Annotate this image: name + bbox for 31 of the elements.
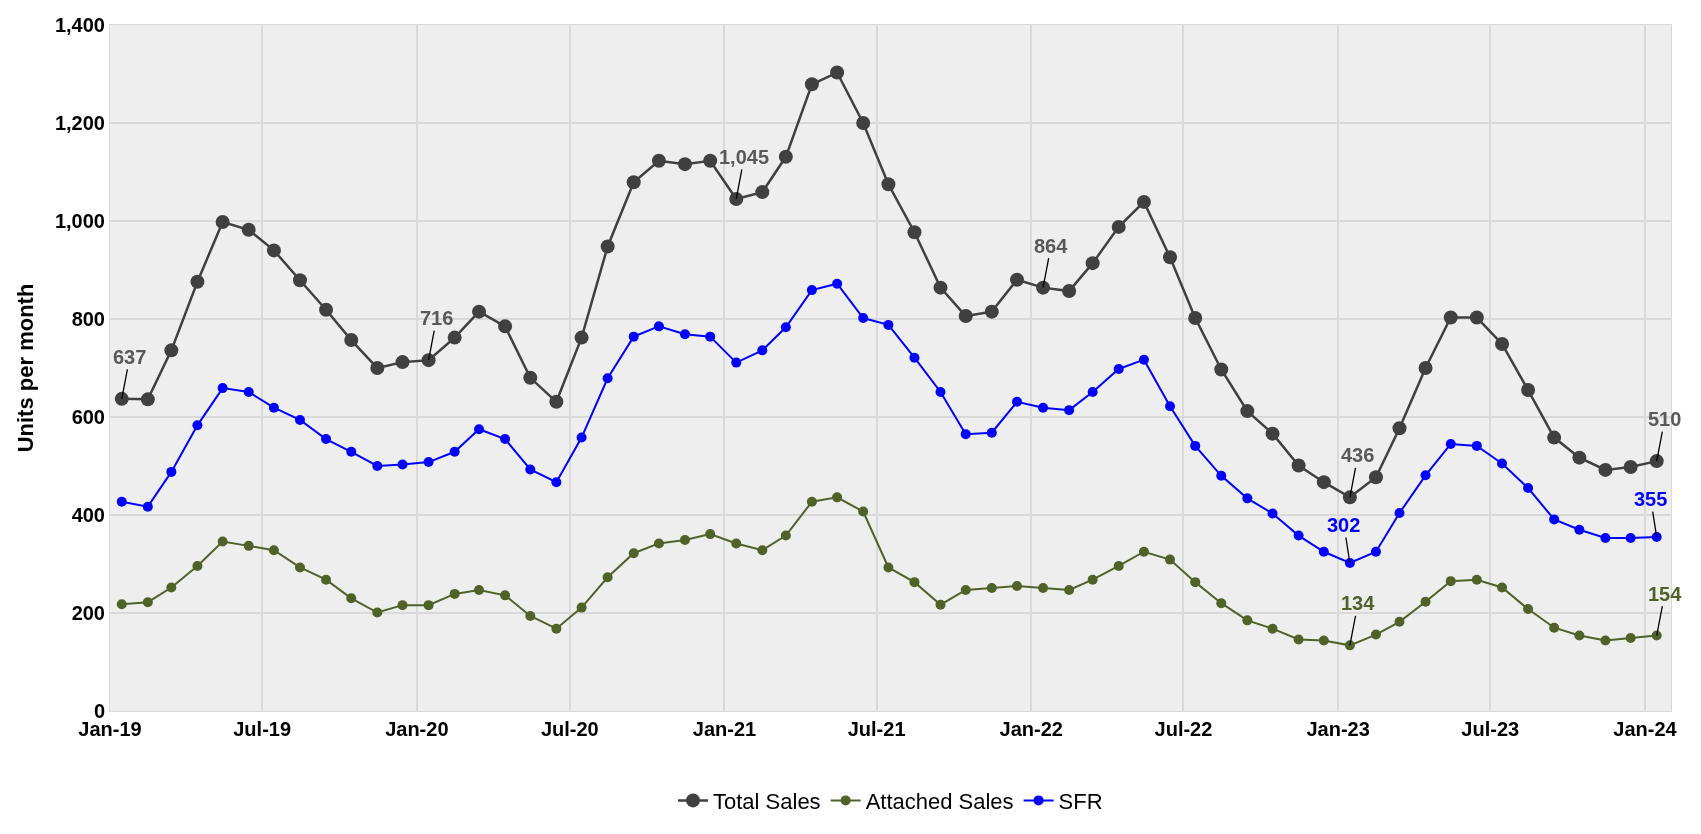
x-tick-label: Jan-24 — [1613, 718, 1678, 740]
data-label: 637 — [113, 346, 147, 368]
data-label: 436 — [1341, 444, 1375, 466]
y-tick-label: 200 — [71, 602, 105, 624]
y-tick-label: 800 — [71, 308, 105, 330]
y-tick-label: 1,200 — [54, 112, 105, 134]
data-label: 134 — [1341, 592, 1376, 614]
data-label: 864 — [1034, 235, 1069, 257]
data-label: 154 — [1648, 583, 1683, 605]
x-tick-label: Jul-21 — [847, 718, 906, 740]
y-axis-title: Units per month — [12, 283, 38, 453]
y-tick-label: 1,000 — [54, 210, 105, 232]
x-tick-label: Jan-22 — [999, 718, 1063, 740]
y-tick-label: 400 — [71, 504, 105, 526]
data-label: 302 — [1327, 514, 1361, 536]
x-tick-label: Jul-23 — [1461, 718, 1520, 740]
legend-label: SFR — [1058, 788, 1103, 814]
legend-label: Attached Sales — [865, 788, 1014, 814]
data-label: 510 — [1648, 408, 1682, 430]
x-tick-label: Jan-21 — [692, 718, 757, 740]
x-tick-label: Jul-22 — [1154, 718, 1213, 740]
data-label: 355 — [1634, 488, 1668, 510]
x-tick-label: Jul-20 — [540, 718, 599, 740]
y-tick-label: 1,400 — [54, 14, 105, 36]
data-label: 1,045 — [719, 146, 770, 168]
x-tick-label: Jul-19 — [233, 718, 292, 740]
x-tick-label: Jan-20 — [385, 718, 449, 740]
data-label: 716 — [420, 307, 454, 329]
x-tick-label: Jan-23 — [1306, 718, 1370, 740]
y-tick-label: 600 — [71, 406, 105, 428]
legend-label: Total Sales — [713, 788, 821, 814]
